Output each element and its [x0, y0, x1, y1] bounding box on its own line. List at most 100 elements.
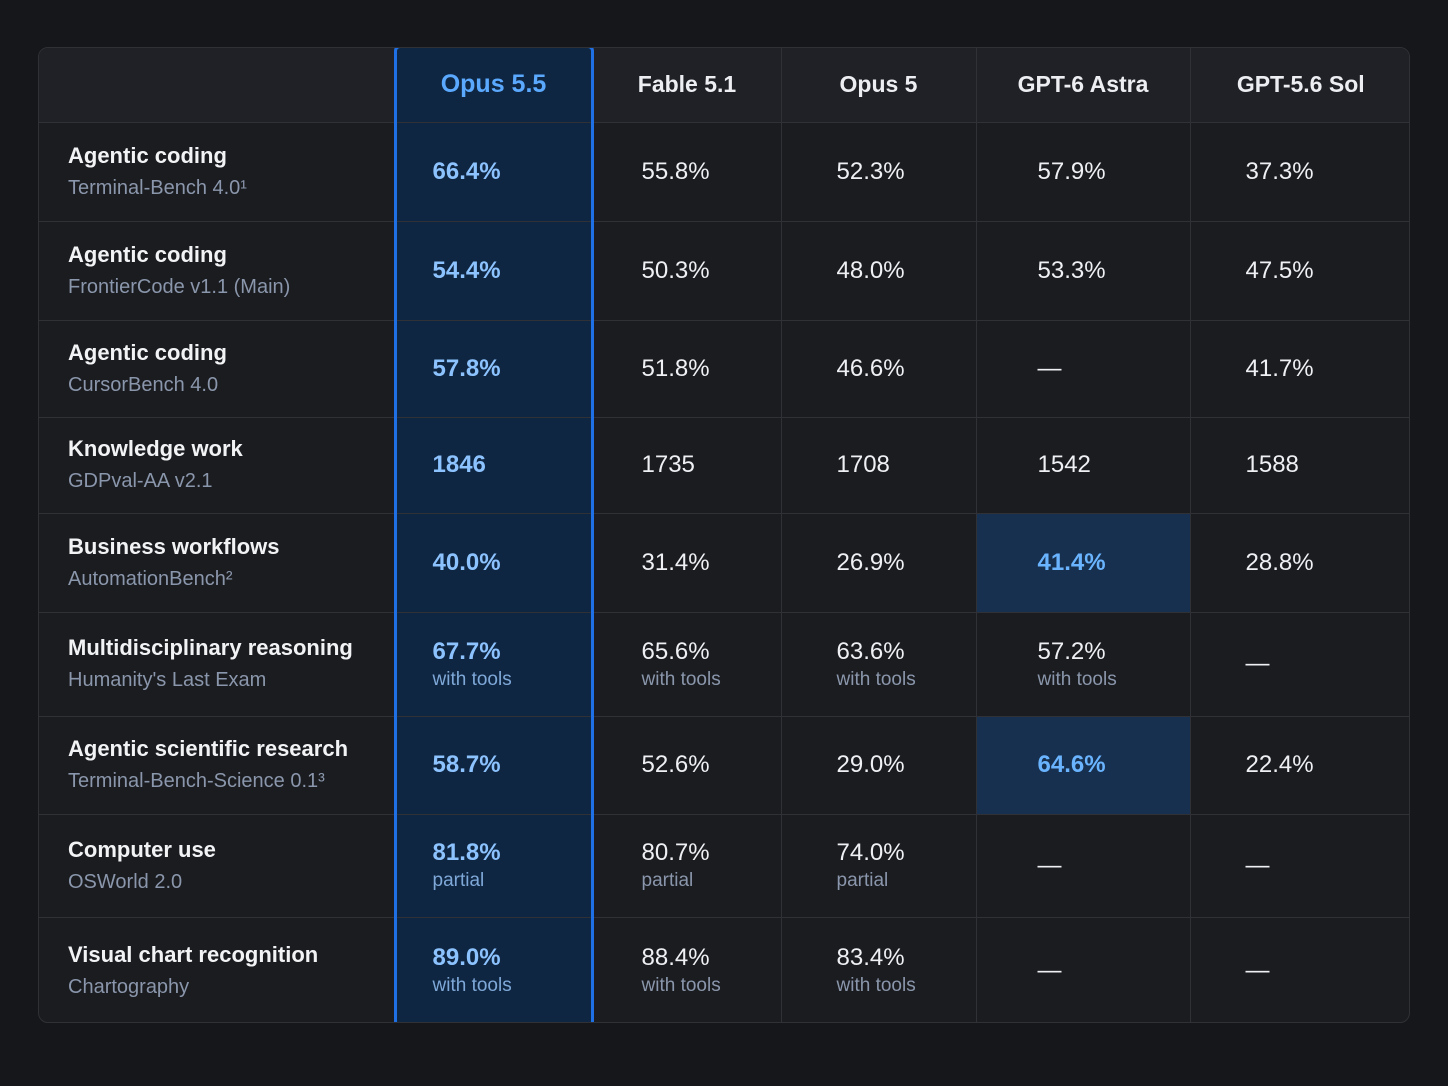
score-cell: 64.6% [976, 716, 1191, 815]
score-value: 47.5% [1245, 256, 1314, 284]
benchmark-name: OSWorld 2.0 [68, 870, 183, 893]
score-note: with tools [641, 668, 721, 690]
score-cell: 41.7% [1190, 320, 1409, 418]
benchmark-table: Opus 5.5 Fable 5.1 Opus 5 GPT-6 Astra GP… [39, 48, 1409, 1022]
row-label-cell: Multidisciplinary reasoning Humanity's La… [39, 612, 395, 717]
score-cell: 22.4% [1190, 716, 1409, 815]
score-cell: 51.8% [593, 320, 782, 418]
column-header-gpt-5-6-sol[interactable]: GPT-5.6 Sol [1190, 48, 1409, 123]
column-header-fable-5-1[interactable]: Fable 5.1 [593, 48, 782, 123]
score-cell: 41.4% [976, 513, 1191, 613]
score-cell: — [976, 917, 1191, 1022]
score-value: 80.7% [641, 839, 710, 866]
score-cell: 58.7% [394, 716, 594, 815]
category-label: Visual chart recognition [68, 941, 319, 967]
table-row: Agentic coding CursorBench 4.0 57.8% 51.8% 4… [39, 320, 1409, 418]
score-cell: 74.0% partial [781, 814, 977, 918]
benchmark-name: Terminal-Bench 4.0¹ [68, 176, 247, 199]
score-value: — [1245, 851, 1270, 879]
score-cell: 65.6% with tools [593, 612, 782, 717]
benchmark-table-container: Opus 5.5 Fable 5.1 Opus 5 GPT-6 Astra GP… [38, 47, 1410, 1023]
score-cell: 88.4% with tools [593, 917, 782, 1022]
score-value: 26.9% [836, 548, 905, 576]
score-value: 53.3% [1037, 256, 1106, 284]
score-value: 63.6% [836, 637, 905, 665]
score-note: partial [836, 870, 889, 891]
category-label: Agentic coding [68, 339, 227, 365]
score-cell: 1846 [394, 417, 594, 514]
score-cell: 47.5% [1190, 221, 1409, 321]
score-cell: 52.3% [781, 122, 977, 222]
row-label-cell: Agentic coding Terminal-Bench 4.0¹ [39, 122, 395, 222]
score-note: with tools [836, 975, 916, 997]
score-value: 51.8% [641, 354, 710, 382]
category-label: Agentic scientific research [68, 736, 349, 761]
score-value: 74.0% [836, 839, 905, 866]
score-value: 67.7% [432, 637, 501, 665]
table-row: Agentic scientific research Terminal-Benc… [39, 716, 1409, 815]
score-cell: 50.3% [593, 221, 782, 321]
score-cell: 46.6% [781, 320, 977, 418]
score-value: 48.0% [836, 256, 905, 284]
score-value: 29.0% [836, 751, 905, 778]
score-cell: 52.6% [593, 716, 782, 815]
score-cell: 40.0% [394, 513, 594, 613]
column-header-gpt-6-astra[interactable]: GPT-6 Astra [976, 48, 1191, 123]
score-cell: 57.2% with tools [976, 612, 1191, 717]
row-label-cell: Business workflows AutomationBench² [39, 513, 395, 613]
score-value: 88.4% [641, 944, 710, 972]
score-cell: 1708 [781, 417, 977, 514]
column-header-opus-5-5[interactable]: Opus 5.5 [394, 48, 594, 123]
score-cell: — [1190, 612, 1409, 717]
score-value: 1542 [1037, 451, 1091, 478]
category-label: Business workflows [68, 533, 280, 559]
score-cell: 26.9% [781, 513, 977, 613]
score-cell: 1735 [593, 417, 782, 514]
score-value: — [1245, 956, 1270, 984]
score-value: 1735 [641, 451, 695, 478]
score-value: 65.6% [641, 637, 710, 665]
score-value: 1708 [836, 451, 890, 478]
score-cell: 53.3% [976, 221, 1191, 321]
column-header-opus-5[interactable]: Opus 5 [781, 48, 977, 123]
table-row: Multidisciplinary reasoning Humanity's La… [39, 612, 1409, 717]
benchmark-name: GDPval-AA v2.1 [68, 470, 213, 492]
category-label: Agentic coding [68, 241, 227, 267]
table-row: Visual chart recognition Chartography 89.0… [39, 917, 1409, 1022]
score-value: 57.8% [432, 354, 501, 382]
score-cell: 89.0% with tools [394, 917, 594, 1022]
score-value: 41.7% [1245, 354, 1314, 382]
score-value: 1588 [1245, 451, 1299, 478]
score-cell: 54.4% [394, 221, 594, 321]
score-note: partial [432, 870, 485, 891]
row-label-cell: Knowledge work GDPval-AA v2.1 [39, 417, 395, 514]
score-cell: 57.8% [394, 320, 594, 418]
category-label: Multidisciplinary reasoning [68, 635, 353, 660]
row-label-cell: Computer use OSWorld 2.0 [39, 814, 395, 918]
score-value: 55.8% [641, 157, 710, 185]
score-cell: 29.0% [781, 716, 977, 815]
score-value: — [1037, 851, 1062, 879]
row-label-cell: Visual chart recognition Chartography [39, 917, 395, 1022]
score-cell: 57.9% [976, 122, 1191, 222]
score-cell: 67.7% with tools [394, 612, 594, 717]
score-cell: 1542 [976, 417, 1191, 514]
score-cell: 48.0% [781, 221, 977, 321]
score-value: 81.8% [432, 839, 501, 866]
score-note: with tools [432, 975, 512, 997]
score-value: 64.6% [1037, 751, 1106, 778]
row-label-cell: Agentic scientific research Terminal-Benc… [39, 716, 395, 815]
score-value: — [1245, 650, 1270, 677]
score-value: 22.4% [1245, 751, 1314, 778]
score-value: 66.4% [432, 157, 501, 185]
score-cell: 80.7% partial [593, 814, 782, 918]
table-row: Business workflows AutomationBench² 40.0% 3… [39, 513, 1409, 613]
score-cell: — [1190, 917, 1409, 1022]
score-value: 54.4% [432, 256, 501, 284]
score-cell: — [976, 320, 1191, 418]
score-cell: 63.6% with tools [781, 612, 977, 717]
score-cell: 55.8% [593, 122, 782, 222]
benchmark-name: CursorBench 4.0 [68, 373, 219, 396]
score-value: 89.0% [432, 944, 501, 972]
score-cell: 37.3% [1190, 122, 1409, 222]
